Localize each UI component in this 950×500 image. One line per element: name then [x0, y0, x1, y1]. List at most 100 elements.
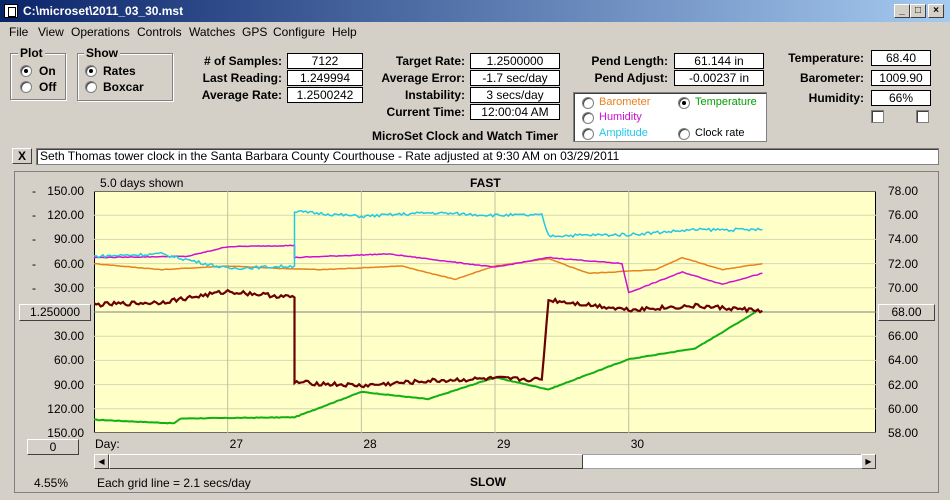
current-time-field: 12:00:04 AM: [470, 104, 560, 120]
left-tick-label: 120.00: [47, 401, 84, 416]
target-rate-field[interactable]: 1.2500000: [470, 53, 560, 69]
left-tick-label: 150.00: [47, 426, 84, 440]
show-boxcar-label[interactable]: Boxcar: [103, 80, 144, 94]
pend-length-field[interactable]: 61.144 in: [674, 53, 764, 69]
pend-adjust-field: -0.00237 in: [674, 70, 764, 86]
pend-length-label: Pend Length:: [591, 54, 668, 68]
center-temp-button[interactable]: 68.00: [878, 304, 935, 321]
menu-gps[interactable]: GPS: [242, 25, 268, 39]
minimize-icon[interactable]: _: [894, 4, 910, 18]
day-tick-label: 29: [497, 437, 511, 451]
series-humidity: [94, 244, 763, 294]
scroll-right-icon[interactable]: ▶: [861, 454, 876, 469]
instability-field: 3 secs/day: [470, 87, 560, 103]
barometer-option-label[interactable]: Barometer: [599, 96, 651, 108]
temperature-radio[interactable]: [678, 97, 690, 109]
menu-watches[interactable]: Watches: [189, 25, 236, 39]
left-tick-sign: -: [32, 256, 36, 271]
right-tick-label: 62.00: [887, 377, 918, 392]
scrollbar-track[interactable]: [583, 455, 861, 468]
menu-view[interactable]: View: [38, 25, 64, 39]
day-tick-label: 27: [229, 437, 244, 451]
right-tick-label: 66.00: [887, 329, 918, 344]
plot-on-label[interactable]: On: [39, 64, 56, 78]
plot-area[interactable]: [94, 191, 876, 433]
barometer-field: 1009.90: [871, 70, 931, 86]
percent-label: 4.55%: [34, 476, 69, 490]
samples-label: # of Samples:: [203, 54, 282, 68]
left-tick-label: 120.00: [47, 208, 84, 223]
humidity-option-label[interactable]: Humidity: [599, 111, 642, 123]
show-rates-radio[interactable]: [85, 65, 97, 77]
days-shown-label: 5.0 days shown: [100, 176, 184, 190]
day-axis-label: Day:: [95, 437, 120, 451]
series-amplitude: [94, 210, 763, 271]
show-group-title: Show: [84, 46, 120, 60]
zero-button[interactable]: 0: [27, 439, 79, 455]
average-error-field: -1.7 sec/day: [470, 70, 560, 86]
menu-operations[interactable]: Operations: [71, 25, 130, 39]
maximize-icon[interactable]: □: [910, 4, 926, 18]
instability-label: Instability:: [404, 88, 465, 102]
right-tick-label: 78.00: [887, 184, 918, 198]
barometer-radio[interactable]: [582, 97, 594, 109]
menu-bar: File View Operations Controls Watches GP…: [0, 22, 950, 42]
amplitude-radio[interactable]: [582, 128, 594, 140]
menu-help[interactable]: Help: [332, 25, 357, 39]
clock-rate-radio[interactable]: [678, 128, 690, 140]
left-tick-label: 150.00: [47, 184, 84, 198]
fast-label: FAST: [470, 176, 501, 190]
series-barometer: [94, 256, 763, 281]
plot-off-radio[interactable]: [20, 81, 32, 93]
description-field[interactable]: Seth Thomas tower clock in the Santa Bar…: [36, 148, 939, 165]
left-tick-label: 90.00: [53, 232, 84, 247]
series-temperature: [94, 311, 757, 425]
plot-group: [10, 53, 66, 100]
barometer-label: Barometer:: [799, 71, 864, 85]
menu-controls[interactable]: Controls: [137, 25, 182, 39]
last-reading-label: Last Reading:: [202, 71, 282, 85]
last-reading-field: 1.249994: [287, 70, 363, 86]
plot-off-label[interactable]: Off: [39, 80, 57, 94]
clear-button[interactable]: X: [12, 148, 32, 164]
samples-field: 7122: [287, 53, 363, 69]
left-tick-label: 30.00: [53, 280, 84, 295]
app-subtitle: MicroSet Clock and Watch Timer: [372, 129, 559, 143]
left-tick-label: 60.00: [53, 353, 84, 368]
title-bar: C:\microset\2011_03_30.mst _ □ ×: [0, 0, 950, 22]
scroll-left-icon[interactable]: ◀: [94, 454, 109, 469]
humidity-field: 66%: [871, 90, 931, 106]
option-checkbox-2[interactable]: [916, 110, 929, 123]
amplitude-option-label[interactable]: Amplitude: [599, 127, 648, 139]
app-icon[interactable]: [4, 4, 18, 18]
pend-adjust-label: Pend Adjust:: [594, 71, 668, 85]
menu-configure[interactable]: Configure: [273, 25, 326, 39]
clock-rate-option-label[interactable]: Clock rate: [695, 127, 745, 139]
option-checkbox-1[interactable]: [871, 110, 884, 123]
menu-file[interactable]: File: [9, 25, 29, 39]
left-tick-sign: -: [32, 232, 36, 247]
average-rate-field: 1.2500242: [287, 87, 363, 103]
temperature-option-label[interactable]: Temperature: [695, 96, 757, 108]
average-rate-label: Average Rate:: [201, 88, 282, 102]
right-tick-label: 70.00: [887, 280, 918, 295]
show-group: [77, 53, 173, 101]
day-tick-label: 30: [630, 437, 645, 451]
right-tick-label: 74.00: [887, 232, 918, 247]
close-icon[interactable]: ×: [928, 4, 944, 18]
center-rate-button[interactable]: 1.250000: [19, 304, 91, 321]
average-error-label: Average Error:: [381, 71, 465, 85]
scrollbar-thumb[interactable]: [109, 454, 583, 469]
right-tick-label: 76.00: [887, 208, 918, 223]
left-tick-label: 60.00: [53, 256, 84, 271]
chart-panel: [14, 171, 939, 493]
show-rates-label[interactable]: Rates: [103, 64, 136, 78]
show-boxcar-radio[interactable]: [85, 81, 97, 93]
humidity-radio[interactable]: [582, 112, 594, 124]
slow-label: SLOW: [470, 475, 506, 489]
series-clock-rate: [94, 288, 763, 389]
day-tick-label: 28: [363, 437, 377, 451]
plot-on-radio[interactable]: [20, 65, 32, 77]
left-tick-sign: -: [32, 280, 36, 295]
left-tick-sign: -: [32, 208, 36, 223]
